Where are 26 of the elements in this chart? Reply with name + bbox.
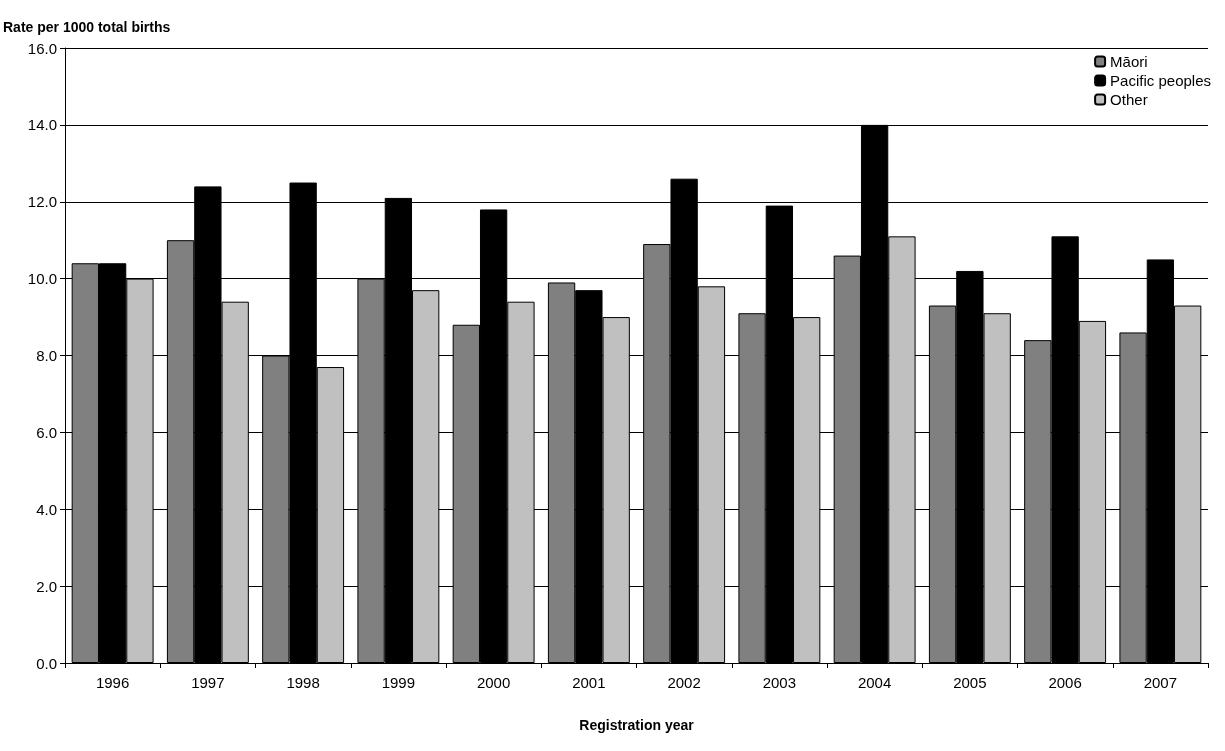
- x-tick-label: 2007: [1143, 674, 1178, 691]
- x-tick-label: 2004: [857, 674, 892, 691]
- x-tick-label: 2003: [762, 674, 797, 691]
- legend-label: Pacific peoples: [1110, 72, 1212, 89]
- x-tick-label: 1998: [286, 674, 320, 691]
- y-tick-label: 8.0: [36, 347, 57, 364]
- legend-label: Other: [1110, 91, 1148, 108]
- y-axis-title: Rate per 1000 total births: [3, 19, 171, 35]
- y-tick-label: 4.0: [36, 500, 57, 518]
- y-tick-label: 16.0: [27, 39, 57, 57]
- x-tick-label: 2005: [953, 674, 987, 691]
- x-tick-label: 1996: [95, 674, 130, 691]
- y-tick-label: 12.0: [27, 193, 57, 211]
- x-tick-label: 2001: [572, 674, 606, 691]
- x-tick-label: 2006: [1048, 674, 1082, 691]
- x-axis-title: Registration year: [579, 717, 695, 733]
- x-tick-label: 1997: [191, 674, 225, 691]
- y-tick-label: 2.0: [36, 577, 57, 595]
- y-tick-label: 6.0: [36, 423, 57, 441]
- y-tick-label: 14.0: [27, 116, 57, 134]
- x-tick-label: 1999: [381, 674, 416, 691]
- y-tick-label: 10.0: [27, 270, 57, 288]
- x-tick-label: 2002: [667, 674, 701, 691]
- legend-label: Māori: [1110, 53, 1148, 70]
- y-tick-label: 0.0: [36, 654, 57, 672]
- x-tick-label: 2000: [476, 674, 511, 691]
